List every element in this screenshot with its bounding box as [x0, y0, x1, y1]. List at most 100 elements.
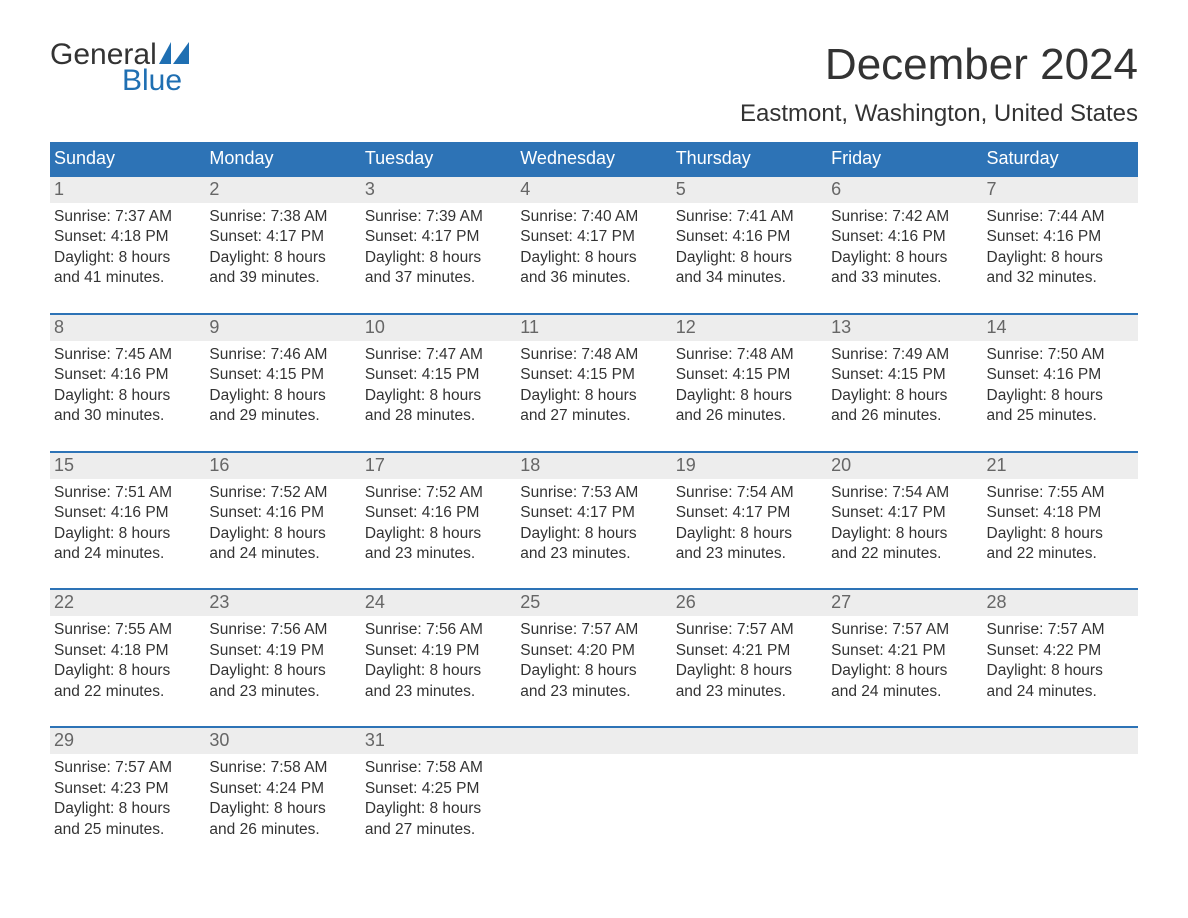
daylight-text-1: Daylight: 8 hours — [987, 248, 1134, 268]
calendar-cell: 21Sunrise: 7:55 AMSunset: 4:18 PMDayligh… — [983, 453, 1138, 565]
daylight-text-1: Daylight: 8 hours — [54, 661, 201, 681]
day-number: 2 — [205, 177, 360, 203]
sunset-text: Sunset: 4:16 PM — [831, 227, 978, 247]
daylight-text-2: and 25 minutes. — [54, 820, 201, 840]
day-body: Sunrise: 7:56 AMSunset: 4:19 PMDaylight:… — [205, 616, 360, 702]
daylight-text-1: Daylight: 8 hours — [831, 248, 978, 268]
day-number: 30 — [205, 728, 360, 754]
sunrise-text: Sunrise: 7:54 AM — [676, 483, 823, 503]
sunrise-text: Sunrise: 7:44 AM — [987, 207, 1134, 227]
daylight-text-2: and 25 minutes. — [987, 406, 1134, 426]
sunrise-text: Sunrise: 7:52 AM — [365, 483, 512, 503]
day-body: Sunrise: 7:57 AMSunset: 4:21 PMDaylight:… — [827, 616, 982, 702]
sunset-text: Sunset: 4:20 PM — [520, 641, 667, 661]
sunset-text: Sunset: 4:19 PM — [365, 641, 512, 661]
page-title: December 2024 — [825, 40, 1138, 90]
calendar-cell: 19Sunrise: 7:54 AMSunset: 4:17 PMDayligh… — [672, 453, 827, 565]
sunset-text: Sunset: 4:23 PM — [54, 779, 201, 799]
day-body: Sunrise: 7:53 AMSunset: 4:17 PMDaylight:… — [516, 479, 671, 565]
logo-word-2: Blue — [122, 66, 189, 96]
calendar-cell: 18Sunrise: 7:53 AMSunset: 4:17 PMDayligh… — [516, 453, 671, 565]
sunrise-text: Sunrise: 7:38 AM — [209, 207, 356, 227]
daylight-text-2: and 24 minutes. — [209, 544, 356, 564]
day-number: 7 — [983, 177, 1138, 203]
day-body: Sunrise: 7:52 AMSunset: 4:16 PMDaylight:… — [361, 479, 516, 565]
sunrise-text: Sunrise: 7:49 AM — [831, 345, 978, 365]
daylight-text-2: and 23 minutes. — [365, 682, 512, 702]
day-header-row: SundayMondayTuesdayWednesdayThursdayFrid… — [50, 142, 1138, 175]
daylight-text-1: Daylight: 8 hours — [676, 524, 823, 544]
daylight-text-1: Daylight: 8 hours — [54, 799, 201, 819]
day-body: Sunrise: 7:39 AMSunset: 4:17 PMDaylight:… — [361, 203, 516, 289]
day-body: Sunrise: 7:48 AMSunset: 4:15 PMDaylight:… — [516, 341, 671, 427]
daylight-text-2: and 23 minutes. — [520, 682, 667, 702]
day-body: Sunrise: 7:56 AMSunset: 4:19 PMDaylight:… — [361, 616, 516, 702]
daylight-text-2: and 22 minutes. — [54, 682, 201, 702]
daylight-text-1: Daylight: 8 hours — [54, 386, 201, 406]
day-number: 27 — [827, 590, 982, 616]
sunset-text: Sunset: 4:16 PM — [987, 227, 1134, 247]
calendar-cell: 8Sunrise: 7:45 AMSunset: 4:16 PMDaylight… — [50, 315, 205, 427]
day-body: Sunrise: 7:41 AMSunset: 4:16 PMDaylight:… — [672, 203, 827, 289]
calendar-cell: 13Sunrise: 7:49 AMSunset: 4:15 PMDayligh… — [827, 315, 982, 427]
calendar-cell: 27Sunrise: 7:57 AMSunset: 4:21 PMDayligh… — [827, 590, 982, 702]
sunset-text: Sunset: 4:16 PM — [365, 503, 512, 523]
day-body: Sunrise: 7:37 AMSunset: 4:18 PMDaylight:… — [50, 203, 205, 289]
calendar-cell — [672, 728, 827, 840]
daylight-text-1: Daylight: 8 hours — [520, 661, 667, 681]
day-body: Sunrise: 7:48 AMSunset: 4:15 PMDaylight:… — [672, 341, 827, 427]
calendar-cell — [983, 728, 1138, 840]
sunrise-text: Sunrise: 7:48 AM — [676, 345, 823, 365]
calendar-cell: 15Sunrise: 7:51 AMSunset: 4:16 PMDayligh… — [50, 453, 205, 565]
daylight-text-2: and 23 minutes. — [209, 682, 356, 702]
daylight-text-2: and 32 minutes. — [987, 268, 1134, 288]
daylight-text-1: Daylight: 8 hours — [365, 799, 512, 819]
day-body: Sunrise: 7:45 AMSunset: 4:16 PMDaylight:… — [50, 341, 205, 427]
daylight-text-1: Daylight: 8 hours — [365, 248, 512, 268]
day-number: 19 — [672, 453, 827, 479]
sunset-text: Sunset: 4:16 PM — [987, 365, 1134, 385]
calendar-cell: 3Sunrise: 7:39 AMSunset: 4:17 PMDaylight… — [361, 177, 516, 289]
calendar-cell: 16Sunrise: 7:52 AMSunset: 4:16 PMDayligh… — [205, 453, 360, 565]
day-body: Sunrise: 7:40 AMSunset: 4:17 PMDaylight:… — [516, 203, 671, 289]
sunset-text: Sunset: 4:16 PM — [54, 365, 201, 385]
calendar-cell — [827, 728, 982, 840]
day-number-empty — [827, 728, 982, 754]
sunrise-text: Sunrise: 7:45 AM — [54, 345, 201, 365]
sunset-text: Sunset: 4:24 PM — [209, 779, 356, 799]
daylight-text-2: and 29 minutes. — [209, 406, 356, 426]
calendar-cell: 23Sunrise: 7:56 AMSunset: 4:19 PMDayligh… — [205, 590, 360, 702]
day-body: Sunrise: 7:57 AMSunset: 4:21 PMDaylight:… — [672, 616, 827, 702]
daylight-text-2: and 30 minutes. — [54, 406, 201, 426]
daylight-text-2: and 26 minutes. — [831, 406, 978, 426]
sunrise-text: Sunrise: 7:57 AM — [676, 620, 823, 640]
day-number: 5 — [672, 177, 827, 203]
day-body: Sunrise: 7:54 AMSunset: 4:17 PMDaylight:… — [672, 479, 827, 565]
day-number: 16 — [205, 453, 360, 479]
sunrise-text: Sunrise: 7:55 AM — [987, 483, 1134, 503]
sunset-text: Sunset: 4:17 PM — [365, 227, 512, 247]
calendar-cell: 28Sunrise: 7:57 AMSunset: 4:22 PMDayligh… — [983, 590, 1138, 702]
day-body: Sunrise: 7:55 AMSunset: 4:18 PMDaylight:… — [50, 616, 205, 702]
daylight-text-2: and 34 minutes. — [676, 268, 823, 288]
daylight-text-1: Daylight: 8 hours — [365, 386, 512, 406]
calendar-cell: 12Sunrise: 7:48 AMSunset: 4:15 PMDayligh… — [672, 315, 827, 427]
sunset-text: Sunset: 4:17 PM — [520, 503, 667, 523]
day-header-sunday: Sunday — [50, 142, 205, 175]
daylight-text-2: and 28 minutes. — [365, 406, 512, 426]
week-row: 1Sunrise: 7:37 AMSunset: 4:18 PMDaylight… — [50, 175, 1138, 289]
calendar-cell: 10Sunrise: 7:47 AMSunset: 4:15 PMDayligh… — [361, 315, 516, 427]
sunset-text: Sunset: 4:19 PM — [209, 641, 356, 661]
sunrise-text: Sunrise: 7:39 AM — [365, 207, 512, 227]
daylight-text-2: and 27 minutes. — [365, 820, 512, 840]
day-number: 3 — [361, 177, 516, 203]
sunset-text: Sunset: 4:15 PM — [676, 365, 823, 385]
day-body: Sunrise: 7:54 AMSunset: 4:17 PMDaylight:… — [827, 479, 982, 565]
calendar-cell: 6Sunrise: 7:42 AMSunset: 4:16 PMDaylight… — [827, 177, 982, 289]
calendar-cell: 7 Sunrise: 7:44 AMSunset: 4:16 PMDaylight… — [983, 177, 1138, 289]
day-number: 25 — [516, 590, 671, 616]
week-row: 22Sunrise: 7:55 AMSunset: 4:18 PMDayligh… — [50, 588, 1138, 702]
calendar-cell: 5Sunrise: 7:41 AMSunset: 4:16 PMDaylight… — [672, 177, 827, 289]
daylight-text-1: Daylight: 8 hours — [676, 661, 823, 681]
week-row: 8Sunrise: 7:45 AMSunset: 4:16 PMDaylight… — [50, 313, 1138, 427]
